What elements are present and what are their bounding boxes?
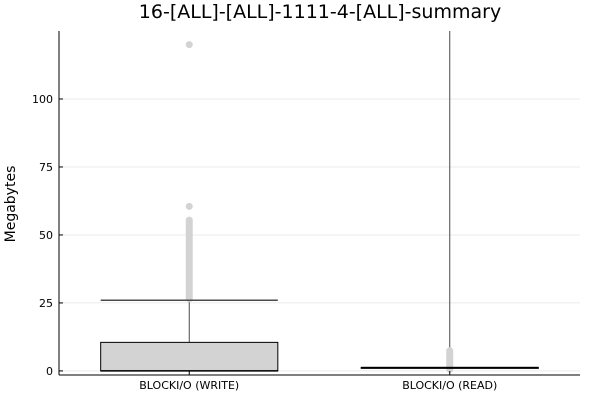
x-tick-label: BLOCKI/O (READ) [402,379,497,392]
y-tick-label: 50 [39,229,53,242]
y-tick-label: 100 [32,93,53,106]
axes-layer: 0 25 50 75 100 BLOCKI/O (WRITE) BLOCKI/O (READ… [32,31,580,392]
box [100,341,279,372]
outlier-point [185,41,193,49]
outlier-cluster [446,347,454,373]
grid-layer [59,98,580,372]
marks-layer [100,31,539,373]
y-axis-label: Megabytes [3,166,19,243]
y-tick-label: 25 [39,297,53,310]
y-tick-label: 0 [46,365,53,378]
outlier-cluster [185,216,193,303]
chart-title: 16-[ALL]-[ALL]-1111-4-[ALL]-summary [139,1,501,23]
x-tick-label: BLOCKI/O (WRITE) [139,379,239,392]
outlier-point [185,202,193,210]
y-tick-label: 75 [39,161,53,174]
